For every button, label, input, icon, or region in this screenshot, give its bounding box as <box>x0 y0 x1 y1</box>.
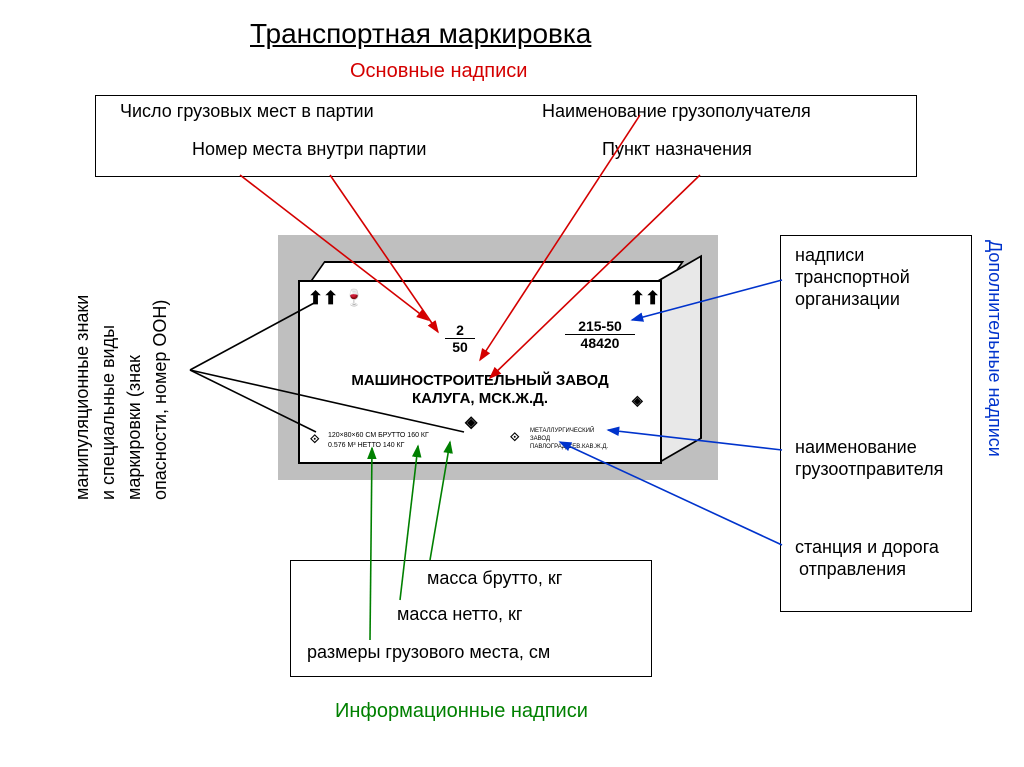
hazard-diamond-icon-2: ◈ <box>632 392 643 409</box>
crate-code-top: 215-50 <box>578 318 622 334</box>
bottom-callout-box: масса брутто, кг масса нетто, кг размеры… <box>290 560 652 677</box>
crate-code-bot: 48420 <box>581 335 620 351</box>
hazard-diamond-icon: ◈ <box>465 412 477 432</box>
handling-icon-glass: 🍷 <box>344 288 364 308</box>
r-label-1c: организации <box>789 288 906 312</box>
label-consignee: Наименование грузополучателя <box>536 100 817 124</box>
crate-code: 215-50 48420 <box>560 318 640 351</box>
crate-small-left-1: 120×80×60 СМ БРУТТО 160 КГ <box>328 432 429 439</box>
b-label-brutto: масса брутто, кг <box>421 567 568 591</box>
label-count-places: Число грузовых мест в партии <box>114 100 380 124</box>
left-side-label-3: маркировки (знак <box>124 240 145 500</box>
r-label-1a: надписи <box>789 244 870 268</box>
section-info-label: Информационные надписи <box>335 700 588 723</box>
crate-side-face <box>658 255 702 464</box>
label-destination: Пункт назначения <box>596 138 758 162</box>
right-callout-box: надписи транспортной организации наимено… <box>780 235 972 612</box>
section-main-label: Основные надписи <box>350 60 527 83</box>
chain-icon: ⟐ <box>310 432 319 447</box>
crate-photo-bg: ⬆⬆ 🍷 2 50 215-50 48420 ⬆⬆ МАШИНОСТРОИТЕЛ… <box>278 235 718 480</box>
crate-small-right-3: ПАВЛОГРАД-СЕВ.КАВ.Ж.Д. <box>530 444 608 450</box>
r-label-3a: станция и дорога <box>789 536 945 560</box>
r-label-2b: грузоотправителя <box>789 458 949 482</box>
crate-line1: МАШИНОСТРОИТЕЛЬНЫЙ ЗАВОД <box>300 372 660 389</box>
r-label-3b: отправления <box>793 558 912 582</box>
r-label-2a: наименование <box>789 436 923 460</box>
left-side-label-2: и специальные виды <box>98 240 119 500</box>
diagram-stage: Транспортная маркировка Основные надписи… <box>0 0 1024 767</box>
crate-front-face: ⬆⬆ 🍷 2 50 215-50 48420 ⬆⬆ МАШИНОСТРОИТЕЛ… <box>298 280 662 464</box>
b-label-dims: размеры грузового места, см <box>301 641 556 665</box>
label-place-number: Номер места внутри партии <box>186 138 432 162</box>
crate-line2: КАЛУГА, МСК.Ж.Д. <box>300 390 660 407</box>
crate-small-left-2: 0.576 М³ НЕТТО 140 КГ <box>328 442 404 449</box>
handling-icon-arrows-2: ⬆⬆ <box>630 288 660 309</box>
crate-fraction-top: 2 <box>456 322 464 338</box>
left-side-label-1: манипуляционные знаки <box>72 240 93 500</box>
crate-fraction-bot: 50 <box>452 339 468 355</box>
left-side-label-4: опасности, номер ООН) <box>150 240 171 500</box>
chain-icon-2: ⟐ <box>510 430 519 445</box>
handling-icon-arrows-1: ⬆⬆ <box>308 288 338 309</box>
crate-small-right-1: МЕТАЛЛУРГИЧЕСКИЙ <box>530 428 594 434</box>
crate-fraction: 2 50 <box>440 322 480 355</box>
right-side-label: Дополнительные надписи <box>984 240 1005 540</box>
b-label-netto: масса нетто, кг <box>391 603 529 627</box>
top-callout-box: Число грузовых мест в партии Наименовани… <box>95 95 917 177</box>
r-label-1b: транспортной <box>789 266 916 290</box>
page-title: Транспортная маркировка <box>250 18 591 50</box>
crate-small-right-2: ЗАВОД <box>530 436 550 442</box>
